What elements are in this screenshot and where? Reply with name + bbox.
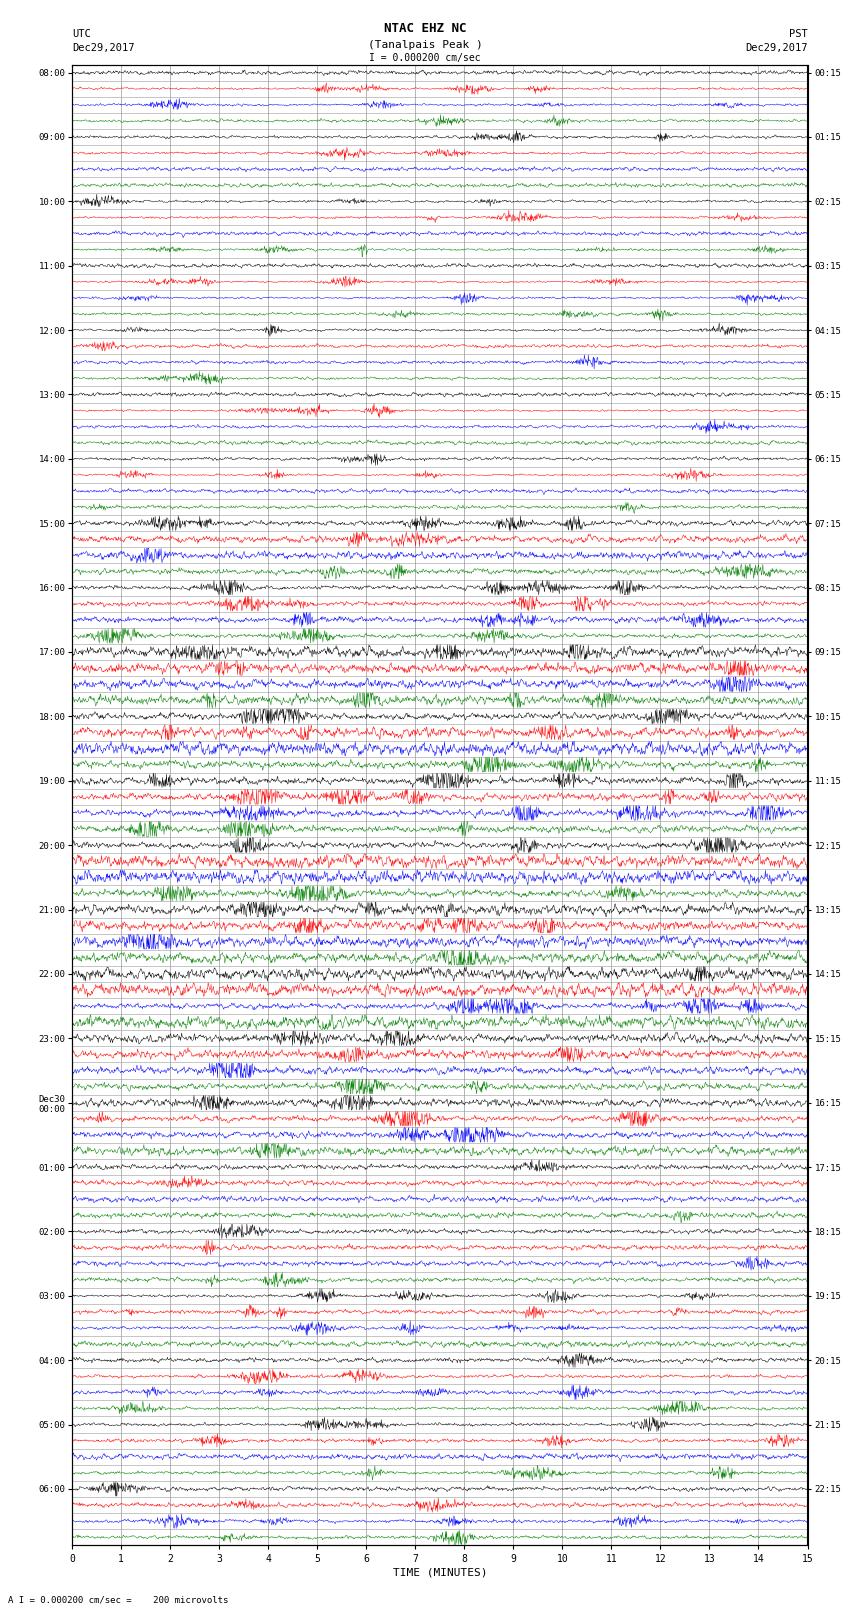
Text: NTAC EHZ NC: NTAC EHZ NC xyxy=(383,23,467,35)
Text: Dec29,2017: Dec29,2017 xyxy=(72,44,135,53)
Text: PST: PST xyxy=(789,29,808,39)
Text: I = 0.000200 cm/sec: I = 0.000200 cm/sec xyxy=(369,53,481,63)
Text: Dec29,2017: Dec29,2017 xyxy=(745,44,808,53)
X-axis label: TIME (MINUTES): TIME (MINUTES) xyxy=(393,1568,487,1578)
Text: (Tanalpais Peak ): (Tanalpais Peak ) xyxy=(367,40,483,50)
Text: A I = 0.000200 cm/sec =    200 microvolts: A I = 0.000200 cm/sec = 200 microvolts xyxy=(8,1595,229,1605)
Text: UTC: UTC xyxy=(72,29,91,39)
